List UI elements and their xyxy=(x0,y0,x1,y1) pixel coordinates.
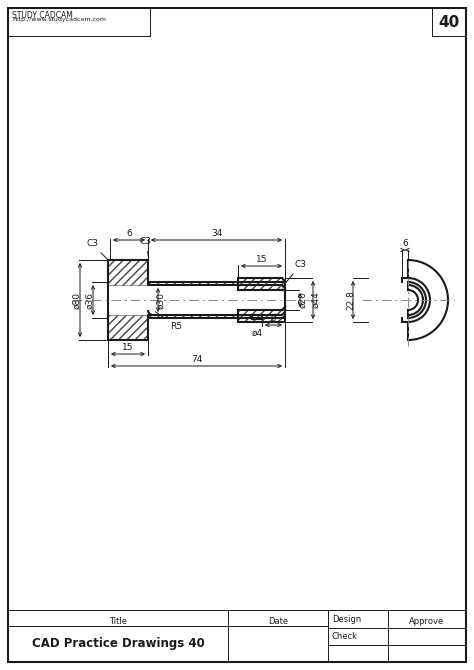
Text: ø20: ø20 xyxy=(299,291,308,308)
Text: CAD Practice Drawings 40: CAD Practice Drawings 40 xyxy=(32,637,204,651)
Text: 34: 34 xyxy=(211,229,222,238)
Bar xyxy=(432,8,466,36)
Text: ø44: ø44 xyxy=(311,291,320,308)
Text: R5: R5 xyxy=(155,312,182,331)
Polygon shape xyxy=(148,282,285,285)
Polygon shape xyxy=(238,278,282,290)
Text: Check: Check xyxy=(332,632,358,641)
Text: Title: Title xyxy=(109,618,127,626)
Text: Date: Date xyxy=(268,618,288,626)
Text: Design: Design xyxy=(332,614,361,624)
Text: ø4: ø4 xyxy=(251,329,263,338)
Text: 15: 15 xyxy=(256,255,267,264)
Polygon shape xyxy=(108,260,148,285)
Text: STUDY CADCAM: STUDY CADCAM xyxy=(12,11,73,20)
Polygon shape xyxy=(108,315,148,340)
Text: 6: 6 xyxy=(402,239,408,248)
Text: C3: C3 xyxy=(140,237,152,258)
Text: 9: 9 xyxy=(271,314,276,323)
Polygon shape xyxy=(238,310,285,322)
Text: ø80: ø80 xyxy=(73,291,82,308)
Text: ø36: ø36 xyxy=(85,291,94,308)
Text: C3: C3 xyxy=(86,239,107,259)
Text: 22.8: 22.8 xyxy=(346,290,356,310)
Text: http://www.studycadcam.com: http://www.studycadcam.com xyxy=(12,17,106,22)
Text: 15: 15 xyxy=(122,343,134,352)
Text: 40: 40 xyxy=(438,15,460,29)
Text: Approve: Approve xyxy=(410,618,445,626)
Text: C3: C3 xyxy=(285,260,307,284)
Text: 74: 74 xyxy=(191,355,202,364)
Text: 6: 6 xyxy=(126,229,132,238)
Polygon shape xyxy=(148,315,285,318)
Text: ø30: ø30 xyxy=(156,291,165,308)
